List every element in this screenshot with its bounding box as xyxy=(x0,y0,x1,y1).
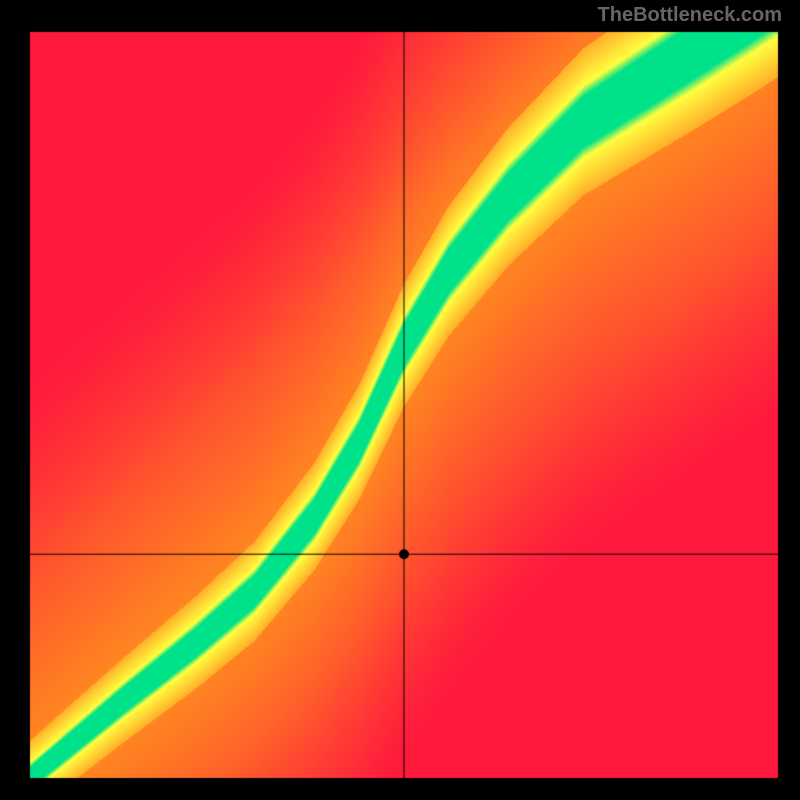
watermark-text: TheBottleneck.com xyxy=(598,4,782,27)
bottleneck-heatmap xyxy=(0,0,800,800)
chart-container: TheBottleneck.com xyxy=(0,0,800,800)
